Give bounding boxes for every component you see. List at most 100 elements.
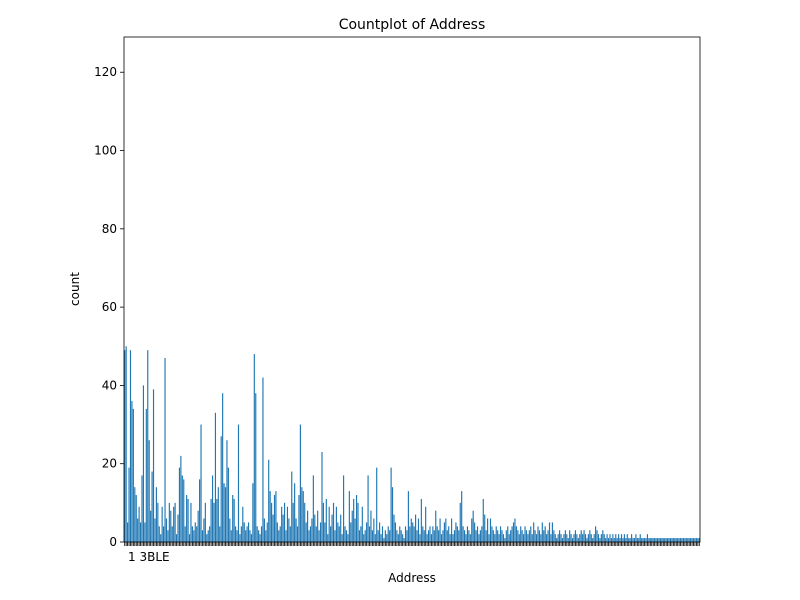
bar	[289, 526, 291, 542]
bar	[312, 475, 314, 542]
bar	[544, 526, 546, 542]
bar	[415, 514, 417, 542]
bar	[531, 534, 533, 542]
bar	[586, 538, 588, 542]
bar	[580, 530, 582, 542]
bar	[413, 526, 415, 542]
bar	[667, 538, 669, 542]
bar	[595, 526, 597, 542]
y-axis-label: count	[68, 272, 82, 306]
bar	[155, 487, 157, 542]
bar	[504, 538, 506, 542]
bar	[381, 526, 384, 542]
bar	[597, 534, 600, 542]
bar	[525, 530, 528, 542]
bar	[494, 534, 496, 542]
bar	[452, 534, 454, 542]
bar	[211, 475, 214, 542]
bar	[563, 534, 565, 542]
bar	[584, 534, 587, 542]
bar	[651, 538, 653, 542]
bar	[451, 518, 453, 542]
bar	[642, 538, 644, 542]
y-tick-label: 100	[94, 144, 117, 158]
bar	[152, 389, 155, 542]
bar	[628, 538, 630, 542]
bar	[635, 534, 637, 542]
bar	[175, 534, 178, 542]
bar	[354, 518, 356, 542]
bar	[338, 526, 340, 542]
bar	[177, 514, 179, 542]
bar	[340, 514, 342, 542]
bar	[566, 534, 568, 542]
bar	[199, 479, 201, 542]
bar	[495, 526, 497, 542]
bar	[383, 538, 385, 542]
bar	[422, 526, 424, 542]
bar	[171, 526, 173, 542]
bar	[459, 502, 461, 542]
bar	[302, 491, 304, 542]
bar	[288, 518, 290, 542]
bar	[271, 502, 273, 542]
bar	[553, 530, 555, 542]
bar	[148, 440, 150, 542]
bar	[497, 530, 499, 542]
bar	[298, 495, 300, 542]
bar	[609, 534, 611, 542]
bar	[396, 530, 398, 542]
bar	[456, 526, 458, 542]
bar	[645, 538, 647, 542]
bar	[163, 526, 165, 542]
bar	[404, 526, 407, 542]
bar	[409, 526, 411, 542]
bar	[125, 346, 127, 542]
bar	[596, 530, 598, 542]
bar	[659, 538, 661, 542]
y-tick-label: 0	[109, 535, 117, 549]
bar	[380, 534, 382, 542]
bar	[491, 526, 493, 542]
bar	[206, 534, 208, 542]
bar	[669, 538, 672, 542]
bar	[318, 530, 320, 542]
bar	[330, 526, 332, 542]
bar	[262, 377, 264, 542]
bar	[295, 518, 297, 542]
bar	[678, 538, 680, 542]
bar	[671, 538, 673, 542]
bar	[278, 530, 280, 542]
bar	[186, 495, 188, 542]
bar	[538, 530, 541, 542]
bar	[583, 530, 585, 542]
bar	[363, 534, 365, 542]
bar	[384, 530, 386, 542]
bar	[646, 534, 649, 542]
x-axis-ticks	[124, 542, 700, 546]
bar	[260, 526, 263, 542]
bar	[367, 475, 369, 542]
bar	[684, 538, 686, 542]
bar	[184, 526, 186, 542]
bar	[517, 530, 519, 542]
bar	[226, 440, 228, 542]
bar	[245, 530, 247, 542]
bar	[455, 522, 457, 542]
bar	[377, 530, 379, 542]
bar	[131, 401, 133, 542]
bar	[334, 530, 336, 542]
bar	[239, 534, 241, 542]
bar	[520, 526, 522, 542]
bar	[236, 530, 238, 542]
bar	[458, 530, 460, 542]
bar	[357, 502, 359, 542]
bar	[161, 506, 163, 542]
bar	[655, 538, 657, 542]
bar	[419, 534, 421, 542]
bar	[697, 538, 699, 542]
bar	[145, 408, 147, 542]
bar	[223, 483, 225, 542]
bar	[603, 534, 605, 542]
